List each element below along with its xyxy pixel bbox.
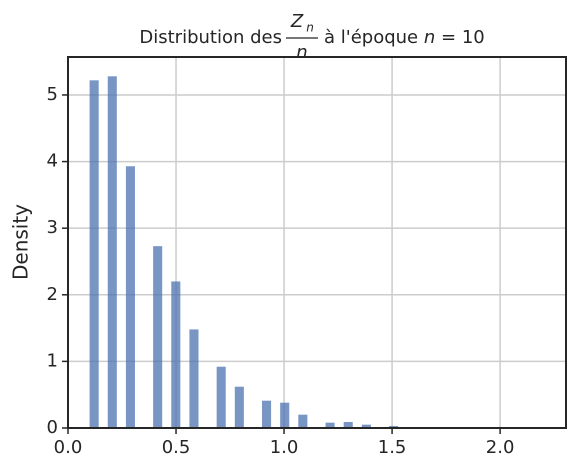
y-axis-label: Density (9, 204, 33, 280)
bar (262, 400, 272, 428)
title-numerator: Z (290, 11, 304, 32)
y-tick-label: 1 (47, 350, 58, 371)
title-subscript: n (306, 21, 314, 35)
bar (89, 80, 99, 429)
y-tick-label: 3 (47, 217, 58, 238)
y-tick-label: 0 (47, 417, 58, 438)
bar (234, 386, 244, 428)
bar (280, 402, 290, 428)
x-tick-label: 1.0 (270, 437, 299, 458)
x-tick-label: 0.5 (162, 437, 191, 458)
y-tick-label: 4 (47, 151, 58, 172)
y-tick-label: 5 (47, 84, 58, 105)
title-tail: à l'époque n = 10 (324, 27, 485, 48)
bar (107, 76, 117, 428)
title-denominator: n (296, 42, 307, 63)
bar (343, 422, 353, 428)
title-lead: Distribution des (139, 27, 282, 48)
bar (125, 166, 135, 429)
title-tail-text: à l'époque (324, 27, 418, 48)
bar (171, 281, 181, 428)
title-variable: n (424, 27, 435, 48)
bar (361, 424, 371, 428)
bar (298, 414, 308, 428)
bar (216, 366, 226, 428)
x-tick-label: 1.5 (378, 437, 407, 458)
bar (325, 422, 335, 428)
bar (153, 246, 163, 428)
x-tick-label: 0.0 (54, 437, 83, 458)
y-tick-label: 2 (47, 284, 58, 305)
plot-area: 0 1 2 3 4 5 0.0 0.5 1.0 1.5 2.0 (47, 56, 567, 458)
x-tick-label: 2.0 (486, 437, 515, 458)
plot-frame (67, 56, 567, 429)
title-equals: = 10 (441, 27, 485, 48)
bar (189, 329, 199, 428)
